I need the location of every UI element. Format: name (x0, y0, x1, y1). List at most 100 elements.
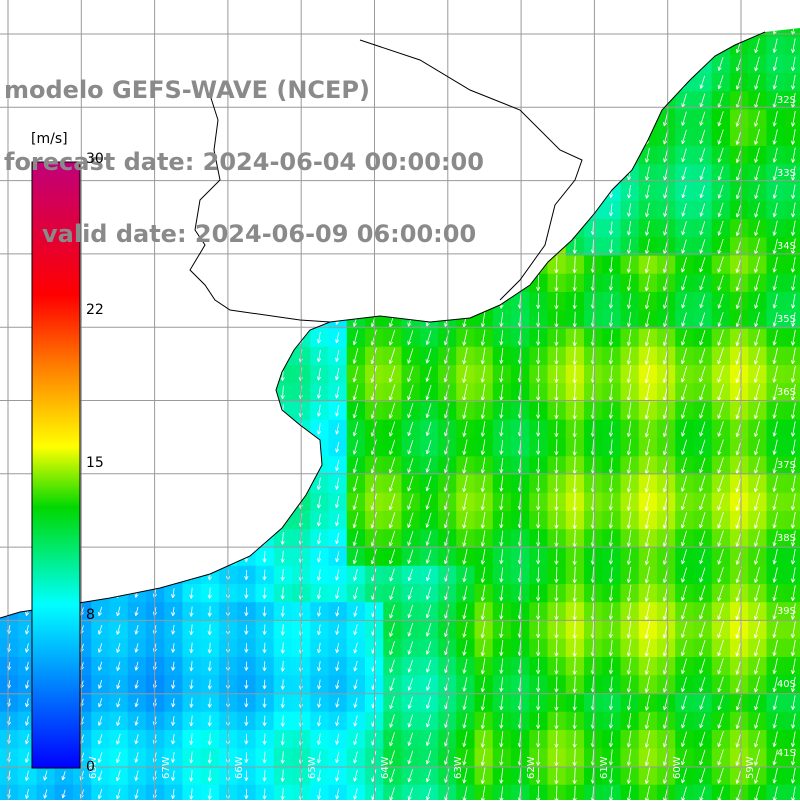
wind-arrow (791, 475, 796, 492)
wind-arrow (388, 402, 396, 419)
wind-arrow (407, 475, 414, 492)
wind-arrow (791, 166, 796, 181)
wind-arrow (554, 365, 559, 383)
field-cell (784, 310, 800, 330)
lat-label: 39S (776, 606, 796, 617)
wind-arrow (572, 474, 577, 493)
wind-arrow (772, 293, 778, 309)
wind-arrow (681, 166, 687, 181)
wind-arrow (754, 147, 760, 163)
wind-arrow (335, 477, 340, 490)
wind-arrow (699, 421, 706, 437)
field-cell (784, 693, 800, 713)
wind-arrow (791, 202, 796, 218)
wind-arrow (772, 475, 778, 492)
wind-arrow (335, 386, 340, 399)
wind-arrow (572, 239, 577, 254)
field-cell (675, 383, 695, 403)
model-line: modelo GEFS-WAVE (NCEP) (4, 76, 370, 104)
field-cell (784, 584, 800, 603)
field-cell (693, 310, 713, 330)
field-cell (109, 638, 129, 658)
wind-arrow (480, 511, 486, 529)
colorbar-tick-30: 30 (86, 151, 104, 167)
wind-arrow (499, 457, 504, 474)
wind-arrow (699, 239, 706, 254)
wind-arrow (536, 311, 541, 328)
wind-arrow (388, 475, 396, 492)
lon-label: 60W (672, 756, 683, 779)
wind-arrow (316, 495, 322, 509)
field-cell (730, 182, 749, 202)
wind-arrow (626, 347, 632, 365)
wind-arrow (754, 74, 760, 90)
field-cell (693, 511, 713, 530)
wind-arrow (316, 349, 322, 363)
wind-arrow (791, 74, 796, 90)
lon-label: 66W (234, 756, 245, 779)
wind-arrow (608, 221, 614, 235)
wind-arrow (791, 293, 796, 309)
wind-arrow (352, 330, 359, 346)
wind-arrow (572, 365, 577, 384)
field-cell (693, 292, 713, 311)
field-cell (91, 602, 111, 622)
wind-arrow (352, 457, 359, 474)
wind-arrow (626, 457, 632, 474)
field-cell (784, 255, 800, 275)
field-cell (675, 474, 695, 494)
wind-arrow (791, 457, 796, 474)
field-cell (784, 730, 800, 749)
wind-arrow (717, 421, 724, 437)
wind-arrow (572, 492, 577, 511)
field-cell (784, 28, 800, 38)
field-cell (711, 273, 731, 293)
wind-arrow (609, 203, 614, 217)
wind-arrow (681, 384, 688, 401)
wind-arrow (608, 347, 613, 365)
lat-label: 38S (776, 533, 796, 544)
wind-arrow (772, 256, 778, 273)
field-cell (784, 784, 800, 800)
wind-arrow (681, 475, 688, 492)
wind-arrow (480, 402, 486, 419)
wind-arrow (480, 347, 486, 365)
field-cell (383, 474, 403, 494)
wind-arrow (499, 530, 504, 547)
wind-arrow (790, 384, 796, 401)
wind-arrow (407, 439, 414, 455)
field-cell (730, 730, 749, 749)
field-cell (784, 346, 800, 366)
wind-arrow (499, 421, 504, 437)
wind-arrow (644, 311, 650, 328)
wind-arrow (316, 367, 322, 381)
field-cell (784, 711, 800, 731)
wind-arrow (554, 457, 559, 474)
wind-arrow (280, 385, 285, 400)
wind-arrow (754, 311, 760, 327)
wind-arrow (772, 402, 778, 419)
wind-arrow (407, 384, 414, 401)
wind-arrow (717, 293, 724, 309)
wind-arrow (425, 458, 432, 473)
wind-arrow (717, 147, 724, 163)
wind-arrow (480, 439, 486, 456)
wind-arrow (389, 457, 396, 474)
wind-arrow (352, 493, 359, 510)
field-cell (784, 146, 800, 165)
wind-arrow (572, 329, 577, 347)
wind-arrow (335, 495, 340, 509)
field-cell (730, 511, 749, 530)
wind-arrow (644, 347, 651, 365)
field-cell (784, 182, 800, 202)
field-cell (419, 346, 439, 366)
field-cell (784, 419, 800, 439)
wind-arrow (480, 457, 486, 474)
wind-arrow (772, 365, 778, 383)
wind-arrow (352, 403, 359, 419)
wind-arrow (754, 347, 761, 365)
wind-arrow (352, 530, 359, 547)
wind-arrow (608, 421, 614, 437)
wind-arrow (626, 329, 632, 346)
